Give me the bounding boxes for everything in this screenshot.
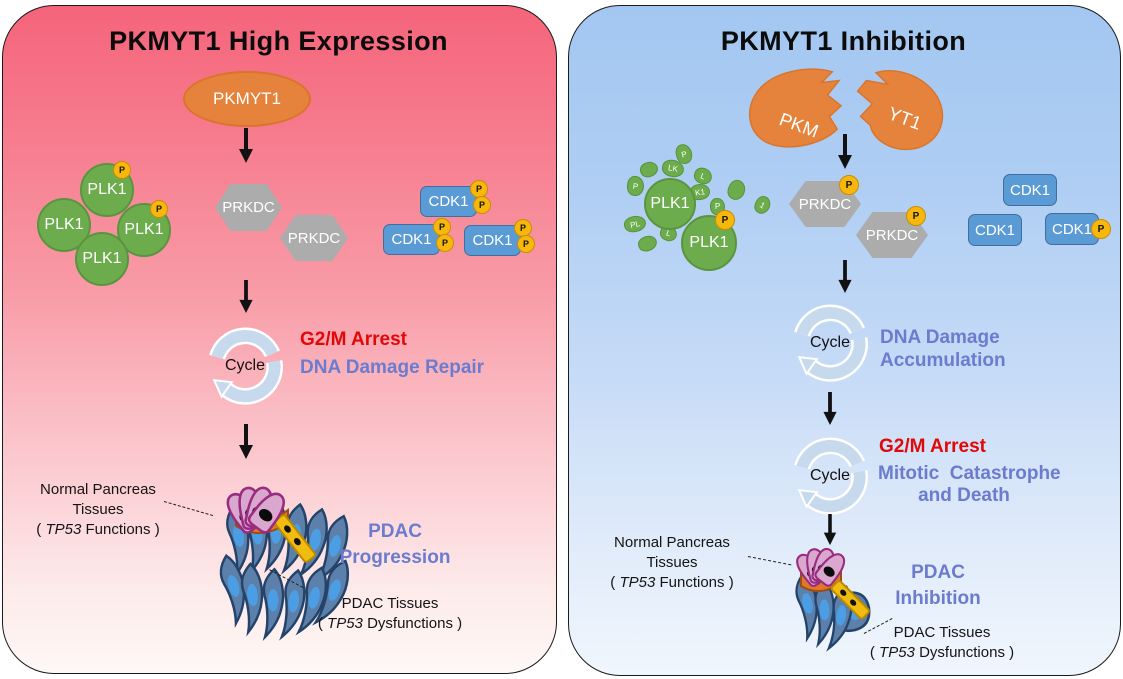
cycle-icon [794,437,868,515]
pkmyt1-broken-node: PKM YT1 [748,68,944,151]
normal-tissue-line1: Normal Pancreas [614,534,730,551]
prkdc-label: PRKDC [222,199,275,216]
arrow-down-icon [823,392,837,426]
tp53-dysfunctions-line: ( TP53 Dysfunctions ) [317,615,463,632]
pdac-inhibition-text: PDAC Inhibition [895,562,981,609]
phospho-badge: P [1091,219,1111,239]
phospho-badge: P [715,210,735,230]
plk1-label: PLK1 [650,195,690,212]
cdk1-node: CDK1 [1045,213,1099,245]
right-panel-title: PKMYT1 Inhibition [720,26,967,56]
arrow-down-icon [239,128,253,163]
cdk1-node: CDK1 [1003,174,1057,206]
plk1-node: PLK1 [644,178,696,230]
phospho-badge: P [436,234,454,252]
tissue-illustration [790,546,871,652]
cdk1-label: CDK1 [428,193,469,210]
arrow-down-icon [239,424,253,459]
arrow-down-icon [239,280,253,314]
cdk1-node: CDK1 [420,186,477,217]
tp53-functions-line: ( TP53 Functions ) [610,574,734,591]
cycle-label: Cycle [809,334,850,351]
prkdc-node: PRKDC [215,184,282,231]
left-panel-title: PKMYT1 High Expression [109,26,448,56]
tp53-dysfunctions-line: ( TP53 Dysfunctions ) [869,644,1015,661]
normal-tissue-line2: Tissues [72,501,124,518]
dna-damage-repair-text: DNA Damage Repair [300,357,485,378]
phospho-badge: P [839,175,859,195]
pdac-tissue-label: PDAC Tissues ( TP53 Dysfunctions ) [857,623,1027,663]
cycle-label: Cycle [809,467,850,484]
arrow-down-icon [838,134,852,169]
normal-tissue-label: Normal Pancreas Tissues ( TP53 Functions… [23,480,173,540]
tissue-illustration [214,484,355,640]
tp53-gene: TP53 [619,574,656,591]
tp53-functions-line: ( TP53 Functions ) [36,521,160,538]
cdk1-label: CDK1 [391,231,432,248]
pdac-tissue-label: PDAC Tissues ( TP53 Dysfunctions ) [305,594,475,634]
normal-tissue-line1: Normal Pancreas [40,481,156,498]
phospho-badge: P [906,206,926,226]
prkdc-node: PRKDC [280,215,348,261]
phospho-badge: P [517,235,535,253]
cdk1-node: CDK1 [464,225,521,256]
plk1-label: PLK1 [44,216,84,233]
tp53-gene: TP53 [327,615,363,632]
phospho-badge: P [470,180,488,198]
cdk1-node: CDK1 [383,224,440,255]
cdk1-label: CDK1 [1009,181,1050,199]
mitotic-catastrophe-text: Mitotic Catastrophe and Death [878,463,1061,506]
phospho-badge: P [473,196,491,214]
plk1-label: PLK1 [689,234,729,251]
cycle-icon [209,327,283,405]
cdk1-label: CDK1 [1051,220,1092,238]
plk1-label: PLK1 [124,221,164,238]
normal-tissue-label: Normal Pancreas Tissues ( TP53 Functions… [592,533,752,593]
g2m-arrest-text: G2/M Arrest [300,329,407,350]
normal-tissue-line2: Tissues [646,554,698,571]
prkdc-label: PRKDC [865,226,919,244]
dna-damage-accumulation-text: DNA Damage Accumulation [880,327,1006,371]
tp53-gene: TP53 [45,521,82,538]
plk1-node: PLK1 [75,232,129,286]
phospho-badge: P [113,161,131,179]
pkmyt1-node: PKMYT1 [183,71,311,127]
phospho-badge: P [150,200,168,218]
tp53-gene: TP53 [879,644,915,661]
plk1-node: PLK1 [117,203,171,257]
g2m-arrest-text: G2/M Arrest [879,436,986,457]
cdk1-node: CDK1 [968,214,1022,246]
cdk1-label: CDK1 [974,221,1015,239]
plk1-label: PLK1 [82,250,122,267]
arrow-down-icon [838,260,852,294]
cycle-icon [794,304,868,382]
cdk1-label: CDK1 [472,232,513,249]
plk1-label: PLK1 [87,181,127,198]
prkdc-label: PRKDC [287,229,341,247]
pdac-tissue-line1: PDAC Tissues [341,595,439,612]
arrow-down-icon [823,514,837,546]
pdac-tissue-line1: PDAC Tissues [893,624,991,641]
pdac-progression-text: PDAC Progression [339,521,451,568]
cycle-label: Cycle [224,357,265,374]
prkdc-label: PRKDC [798,195,852,213]
pkmyt1-label: PKMYT1 [212,89,282,108]
